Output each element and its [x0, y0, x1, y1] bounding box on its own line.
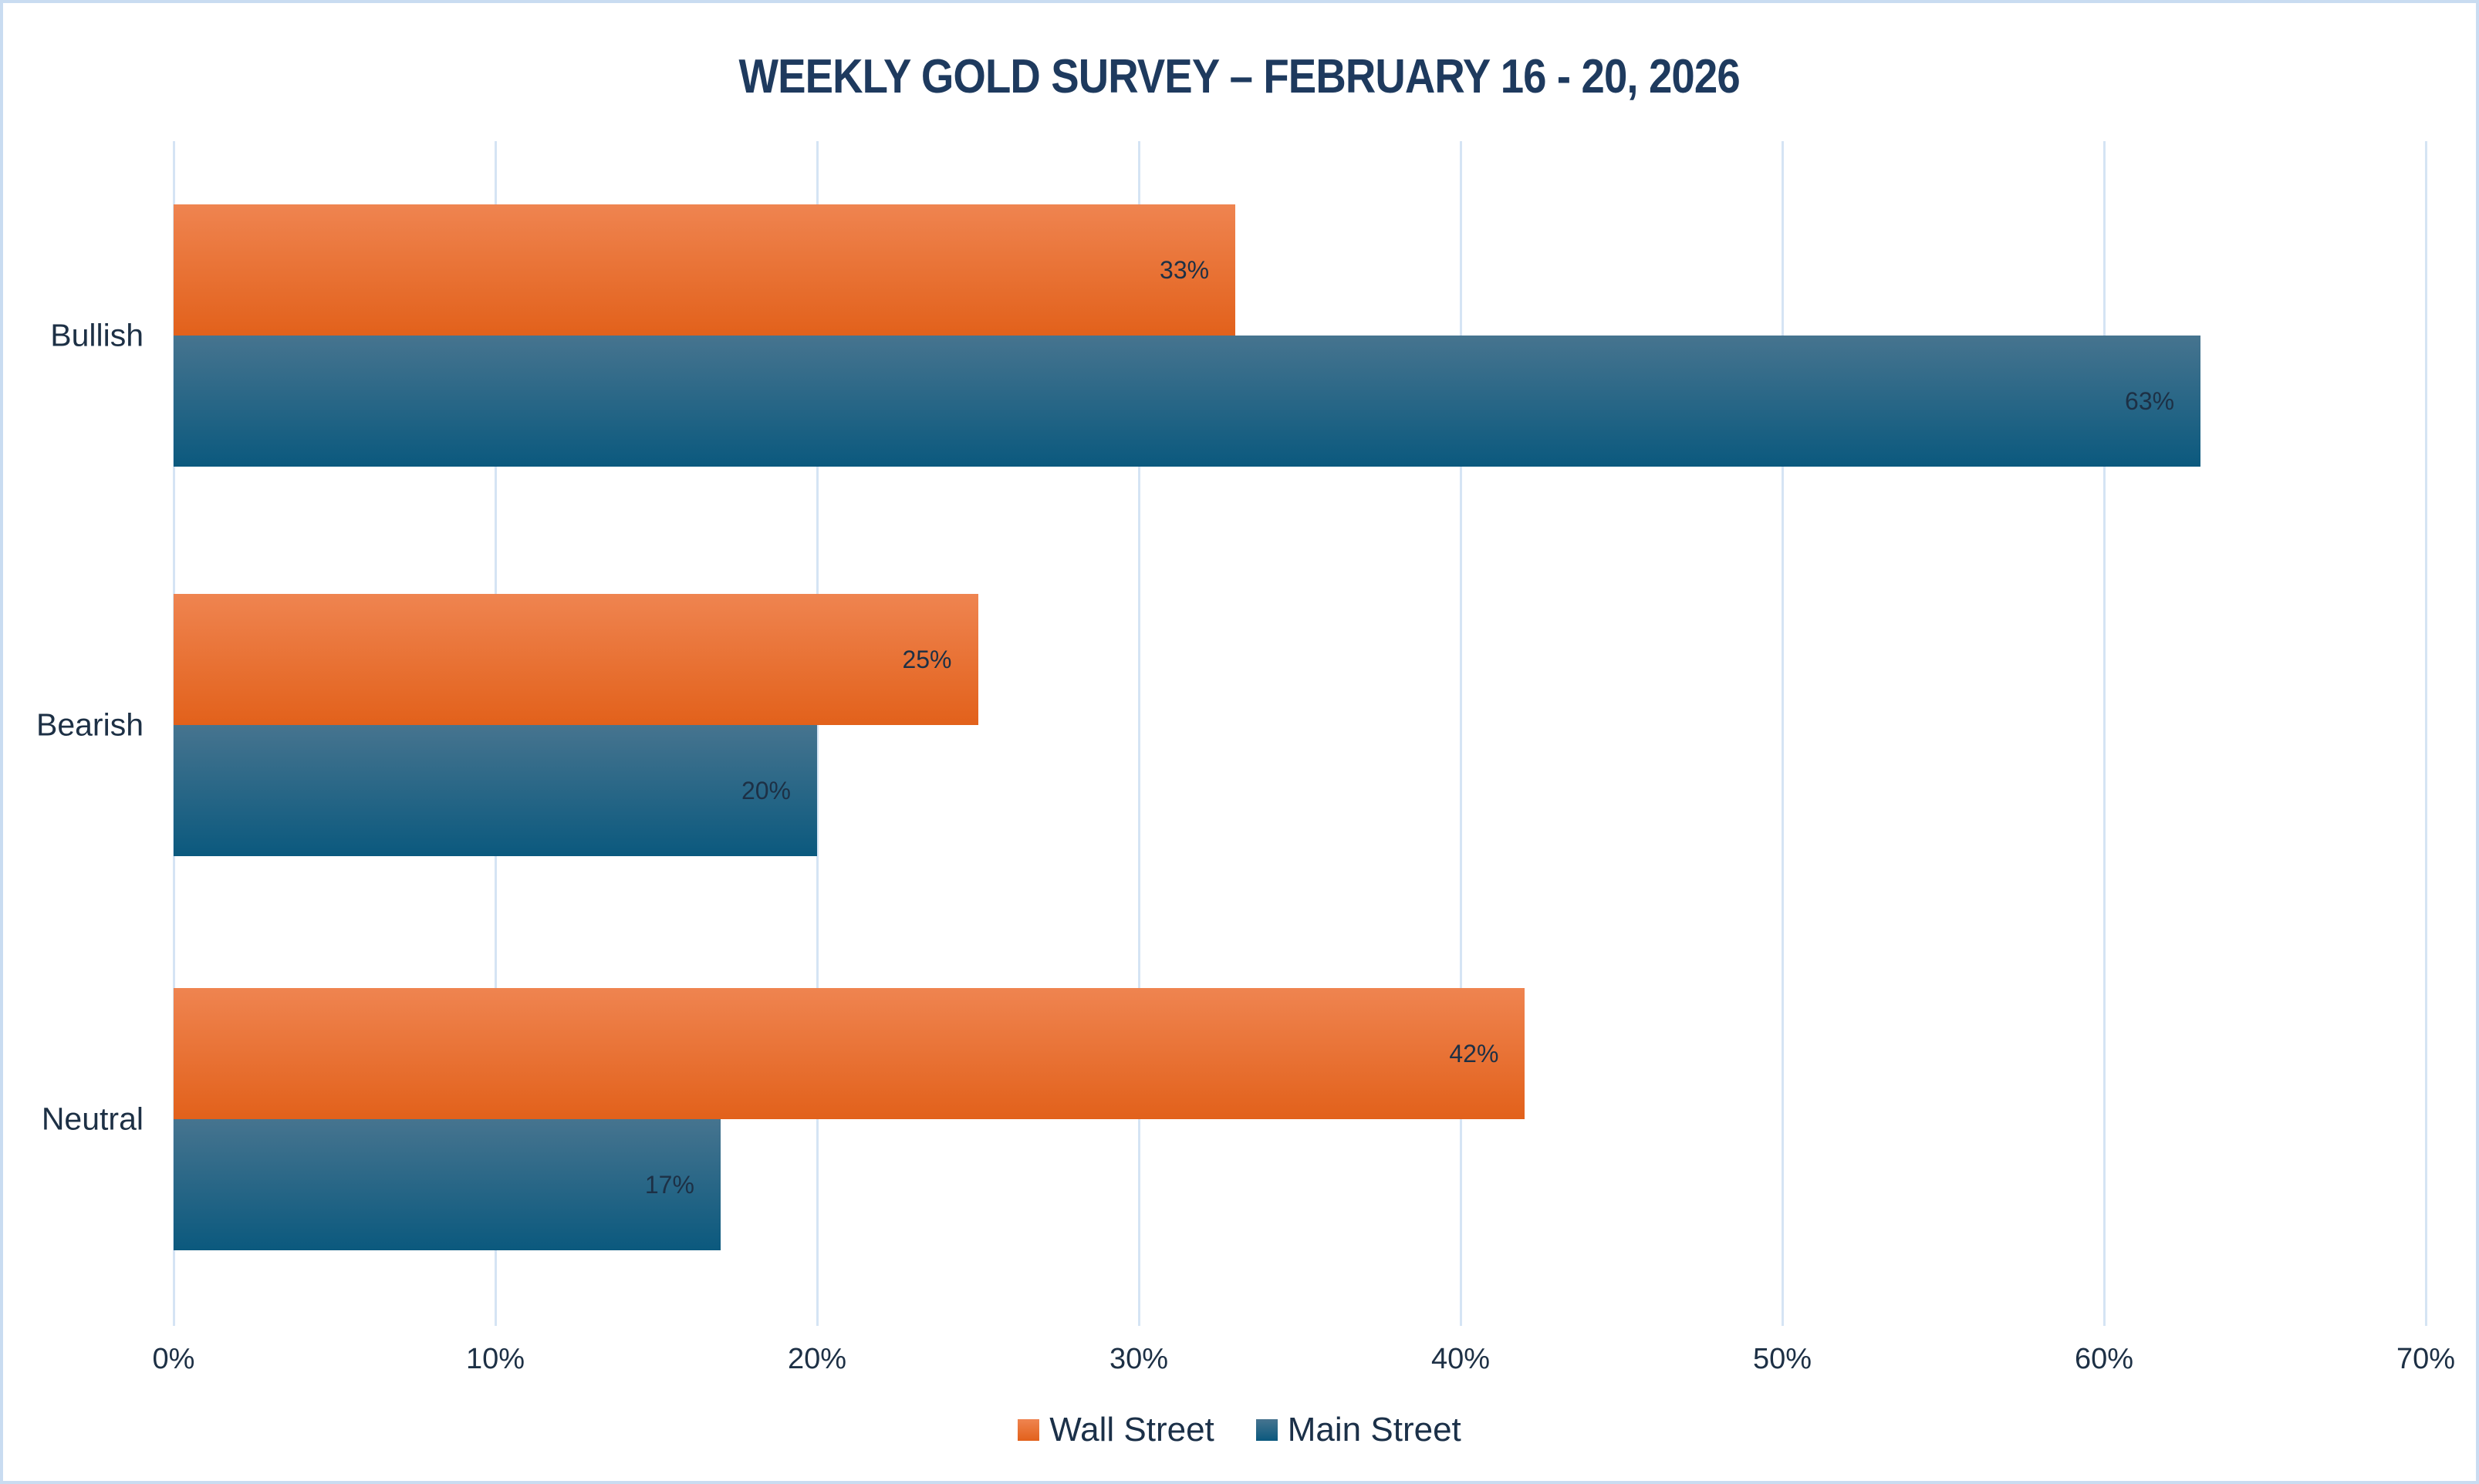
legend-item-main-street: Main Street — [1255, 1411, 1461, 1449]
x-tick-label-50%: 50% — [1752, 1343, 1812, 1375]
value-label-bearish-main-street: 20% — [741, 776, 791, 804]
x-tick-label-10%: 10% — [465, 1343, 525, 1375]
x-tick-label-70%: 70% — [2396, 1343, 2456, 1375]
bar-bullish-wall-street: 33% — [174, 204, 1236, 336]
legend-label-main-street: Main Street — [1287, 1411, 1461, 1449]
bar-bullish-main-street: 63% — [174, 336, 2201, 467]
plot-area: 33% 63% 25% 20% 42% 17% — [173, 141, 2427, 1326]
category-label-bearish: Bearish — [35, 707, 144, 743]
legend-swatch-wall-street — [1018, 1419, 1040, 1441]
gridline-70% — [2425, 141, 2427, 1326]
value-label-bearish-wall-street: 25% — [902, 645, 952, 673]
chart-title: WEEKLY GOLD SURVEY – FEBRUARY 16 - 20, 2… — [3, 49, 2476, 104]
value-label-bullish-wall-street: 33% — [1160, 255, 1210, 284]
bar-neutral-wall-street: 42% — [174, 988, 1525, 1119]
category-label-neutral: Neutral — [41, 1101, 144, 1137]
x-tick-label-0%: 0% — [152, 1343, 195, 1375]
legend-swatch-main-street — [1255, 1419, 1278, 1441]
bar-neutral-main-street: 17% — [174, 1119, 721, 1250]
legend-item-wall-street: Wall Street — [1018, 1413, 1214, 1447]
bar-bearish-main-street: 20% — [174, 725, 817, 856]
x-tick-label-20%: 20% — [787, 1343, 847, 1375]
legend-label-wall-street: Wall Street — [1049, 1411, 1214, 1449]
gridline-20% — [816, 141, 819, 1326]
value-label-neutral-main-street: 17% — [644, 1170, 694, 1199]
chart-title-text: WEEKLY GOLD SURVEY – FEBRUARY 16 - 20, 2… — [738, 50, 1741, 103]
x-tick-label-40%: 40% — [1430, 1343, 1491, 1375]
gridline-40% — [1460, 141, 1462, 1326]
legend: Wall Street Main Street — [3, 1413, 2476, 1447]
value-label-bullish-main-street: 63% — [2125, 386, 2175, 415]
value-label-neutral-wall-street: 42% — [1449, 1039, 1499, 1067]
gridline-60% — [2103, 141, 2106, 1326]
category-label-bullish: Bullish — [50, 317, 144, 353]
gridline-50% — [1782, 141, 1784, 1326]
gridline-30% — [1138, 141, 1140, 1326]
x-tick-label-60%: 60% — [2074, 1343, 2134, 1375]
bar-bearish-wall-street: 25% — [174, 594, 978, 725]
x-tick-label-30%: 30% — [1109, 1343, 1169, 1375]
